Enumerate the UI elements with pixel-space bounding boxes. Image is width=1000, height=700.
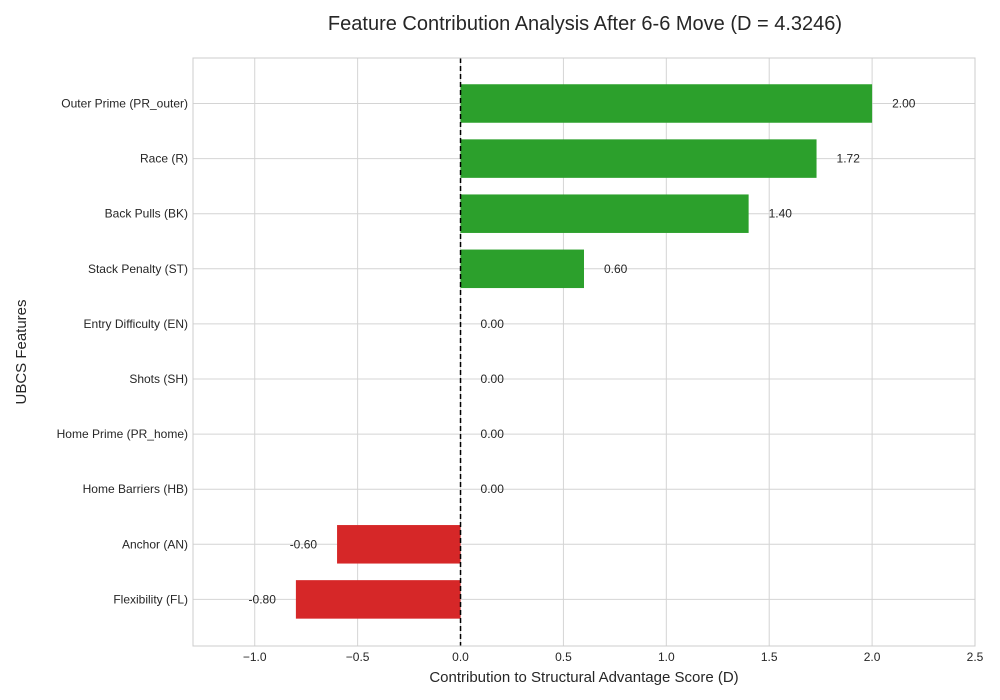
bar-value-label: 0.00 bbox=[481, 482, 505, 496]
x-tick-label: −0.5 bbox=[346, 650, 370, 664]
y-category-label: Shots (SH) bbox=[129, 372, 188, 386]
x-tick-label: 1.5 bbox=[761, 650, 778, 664]
x-tick-label: 0.0 bbox=[452, 650, 469, 664]
x-ticks: −1.0 −0.5 0.0 0.5 1.0 1.5 2.0 2.5 bbox=[243, 650, 984, 664]
value-labels: 2.00 1.72 1.40 0.60 0.00 0.00 0.00 0.00 -0.60 -0.… bbox=[249, 97, 916, 607]
bar bbox=[460, 194, 749, 233]
bar-value-label: 2.00 bbox=[892, 97, 916, 111]
y-category-label: Race (R) bbox=[140, 152, 188, 166]
bar bbox=[295, 580, 461, 619]
bar-value-label: 0.60 bbox=[604, 262, 628, 276]
bar-value-label: -0.80 bbox=[249, 592, 277, 606]
bar bbox=[337, 525, 461, 564]
x-tick-label: 2.0 bbox=[864, 650, 881, 664]
bar-value-label: 1.40 bbox=[769, 207, 793, 221]
x-tick-label: −1.0 bbox=[243, 650, 267, 664]
y-category-label: Outer Prime (PR_outer) bbox=[61, 97, 188, 111]
bars bbox=[295, 84, 873, 619]
bar-value-label: 0.00 bbox=[481, 372, 505, 386]
y-category-label: Anchor (AN) bbox=[122, 537, 188, 551]
y-category-label: Flexibility (FL) bbox=[113, 592, 188, 606]
x-tick-label: 1.0 bbox=[658, 650, 675, 664]
x-tick-label: 0.5 bbox=[555, 650, 572, 664]
y-category-label: Stack Penalty (ST) bbox=[88, 262, 188, 276]
x-tick-label: 2.5 bbox=[967, 650, 984, 664]
y-category-label: Home Barriers (HB) bbox=[83, 482, 188, 496]
x-axis-label: Contribution to Structural Advantage Sco… bbox=[429, 669, 738, 686]
y-category-labels: Outer Prime (PR_outer) Race (R) Back Pulls… bbox=[57, 97, 188, 607]
y-axis-label: UBCS Features bbox=[13, 299, 30, 404]
bar-value-label: -0.60 bbox=[290, 537, 318, 551]
chart-title: Feature Contribution Analysis After 6-6 … bbox=[328, 13, 842, 35]
bar-value-label: 0.00 bbox=[481, 427, 505, 441]
bar bbox=[460, 249, 584, 289]
y-category-label: Home Prime (PR_home) bbox=[57, 427, 188, 441]
plot-frame bbox=[192, 57, 976, 647]
bar-value-label: 0.00 bbox=[481, 317, 505, 331]
bar bbox=[460, 139, 817, 178]
y-category-label: Back Pulls (BK) bbox=[105, 207, 188, 221]
y-category-label: Entry Difficulty (EN) bbox=[84, 317, 188, 331]
bar bbox=[460, 84, 873, 123]
bar-value-label: 1.72 bbox=[837, 152, 861, 166]
